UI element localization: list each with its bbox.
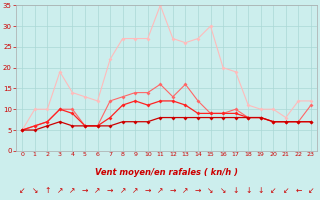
Text: ↙: ↙ <box>308 186 314 195</box>
Text: →: → <box>82 186 88 195</box>
Text: ↘: ↘ <box>207 186 214 195</box>
X-axis label: Vent moyen/en rafales ( kn/h ): Vent moyen/en rafales ( kn/h ) <box>95 168 238 177</box>
Text: ←: ← <box>295 186 301 195</box>
Text: ↓: ↓ <box>245 186 252 195</box>
Text: ↘: ↘ <box>220 186 226 195</box>
Text: ↘: ↘ <box>32 186 38 195</box>
Text: ↗: ↗ <box>157 186 164 195</box>
Text: ↗: ↗ <box>119 186 126 195</box>
Text: ↗: ↗ <box>182 186 188 195</box>
Text: →: → <box>145 186 151 195</box>
Text: ↓: ↓ <box>232 186 239 195</box>
Text: ↙: ↙ <box>283 186 289 195</box>
Text: ↑: ↑ <box>44 186 51 195</box>
Text: →: → <box>195 186 201 195</box>
Text: ↓: ↓ <box>258 186 264 195</box>
Text: ↗: ↗ <box>69 186 76 195</box>
Text: ↗: ↗ <box>132 186 138 195</box>
Text: →: → <box>107 186 113 195</box>
Text: ↙: ↙ <box>19 186 25 195</box>
Text: ↗: ↗ <box>57 186 63 195</box>
Text: ↗: ↗ <box>94 186 101 195</box>
Text: →: → <box>170 186 176 195</box>
Text: ↙: ↙ <box>270 186 276 195</box>
